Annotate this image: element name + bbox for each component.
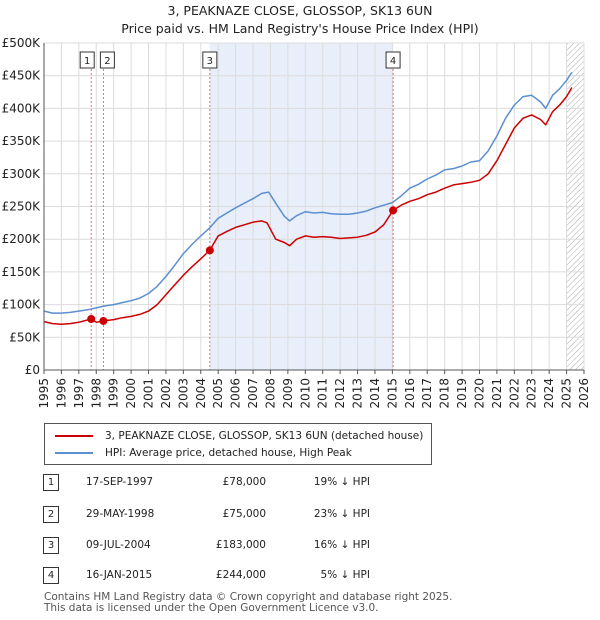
sale-point [389, 206, 398, 215]
x-tick-label: 2021 [490, 378, 504, 409]
x-tick-label: 2023 [525, 378, 539, 409]
chart-subtitle: Price paid vs. HM Land Registry's House … [121, 21, 479, 36]
sale-date: 29-MAY-1998 [86, 508, 155, 520]
x-tick-label: 2006 [229, 378, 243, 409]
x-tick-label: 2026 [577, 378, 591, 409]
sale-price: £244,000 [215, 569, 266, 581]
x-tick-label: 2002 [159, 378, 173, 409]
x-tick-label: 2013 [351, 378, 365, 409]
sale-point [87, 314, 96, 323]
x-tick-label: 2000 [124, 378, 138, 409]
footer-line-1: Contains HM Land Registry data © Crown c… [44, 591, 453, 603]
sale-number-badge: 1 [43, 474, 59, 491]
sale-point [205, 246, 214, 255]
sale-price: £183,000 [215, 539, 266, 551]
table-row: 2 29-MAY-1998 £75,000 23% ↓ HPI [0, 506, 600, 526]
footer-line-2: This data is licensed under the Open Gov… [44, 602, 379, 614]
y-tick-label: £400K [2, 101, 42, 115]
legend-label-hpi: HPI: Average price, detached house, High… [105, 447, 352, 459]
x-tick-label: 2018 [438, 378, 452, 409]
y-tick-label: £350K [2, 134, 42, 148]
sale-point [99, 316, 108, 325]
series-line-property [43, 87, 573, 325]
sale-label-number: 3 [207, 56, 213, 67]
legend-label-property: 3, PEAKNAZE CLOSE, GLOSSOP, SK13 6UN (de… [105, 430, 424, 442]
series-line-hpi [43, 71, 573, 314]
x-tick-label: 2017 [420, 378, 434, 409]
y-tick-label: £450K [2, 69, 42, 83]
legend-swatch-hpi [55, 452, 93, 454]
y-tick-label: £50K [9, 330, 41, 344]
sale-hpi-diff: 5% ↓ HPI [320, 569, 370, 581]
y-tick-label: £200K [2, 232, 42, 246]
x-tick-label: 2011 [316, 378, 330, 409]
table-row: 1 17-SEP-1997 £78,000 19% ↓ HPI [0, 474, 600, 494]
sale-price: £78,000 [222, 476, 266, 488]
x-tick-label: 1995 [37, 378, 51, 409]
sale-date: 09-JUL-2004 [86, 539, 151, 551]
y-tick-label: £300K [2, 167, 42, 181]
footer-attribution: Contains HM Land Registry data © Crown c… [44, 592, 452, 614]
x-tick-label: 1996 [54, 378, 68, 409]
x-tick-label: 2020 [472, 378, 486, 409]
sale-date: 17-SEP-1997 [86, 476, 154, 488]
table-row: 3 09-JUL-2004 £183,000 16% ↓ HPI [0, 537, 600, 557]
sale-label-number: 2 [104, 56, 110, 67]
chart-legend: 3, PEAKNAZE CLOSE, GLOSSOP, SK13 6UN (de… [44, 423, 432, 465]
x-tick-label: 1999 [107, 378, 121, 409]
sale-label-number: 4 [390, 56, 396, 67]
legend-item-hpi: HPI: Average price, detached house, High… [55, 445, 352, 461]
x-tick-label: 2022 [507, 378, 521, 409]
sale-label-number: 1 [84, 56, 90, 67]
x-tick-label: 2019 [455, 378, 469, 409]
sale-label-box [79, 51, 95, 69]
y-tick-label: £500K [2, 36, 42, 50]
sale-number-badge: 4 [43, 567, 59, 584]
x-tick-label: 1998 [89, 378, 103, 409]
sale-label-box [385, 51, 401, 69]
y-tick-label: £150K [2, 265, 42, 279]
x-tick-label: 2014 [368, 378, 382, 409]
legend-item-property: 3, PEAKNAZE CLOSE, GLOSSOP, SK13 6UN (de… [55, 428, 423, 444]
x-tick-label: 2015 [385, 378, 399, 409]
legend-swatch-property [55, 435, 93, 437]
sale-hpi-diff: 16% ↓ HPI [313, 539, 370, 551]
x-tick-label: 2016 [403, 378, 417, 409]
x-tick-label: 2005 [211, 378, 225, 409]
chart-title: 3, PEAKNAZE CLOSE, GLOSSOP, SK13 6UN [167, 3, 433, 18]
y-tick-label: £100K [2, 298, 42, 312]
sale-price: £75,000 [222, 508, 266, 520]
x-tick-label: 2010 [298, 378, 312, 409]
sale-number-badge: 3 [43, 537, 59, 554]
x-tick-label: 2003 [176, 378, 190, 409]
sale-date: 16-JAN-2015 [86, 569, 153, 581]
x-tick-label: 2007 [246, 378, 260, 409]
x-tick-label: 2024 [542, 378, 556, 409]
table-row: 4 16-JAN-2015 £244,000 5% ↓ HPI [0, 567, 600, 587]
x-tick-label: 1997 [72, 378, 86, 409]
x-tick-label: 2001 [142, 378, 156, 409]
x-tick-label: 2012 [333, 378, 347, 409]
x-tick-label: 2008 [263, 378, 277, 409]
sale-number-badge: 2 [43, 506, 59, 523]
y-tick-label: £250K [2, 200, 42, 214]
x-tick-label: 2009 [281, 378, 295, 409]
sale-label-box [202, 51, 218, 69]
sale-label-box [99, 51, 115, 69]
price-chart: 1 2 3 4 £0 £50K £100K £150K £200K £250K £300K £350… [2, 36, 591, 409]
y-tick-label: £0 [25, 363, 40, 377]
sale-hpi-diff: 19% ↓ HPI [313, 476, 370, 488]
sale-hpi-diff: 23% ↓ HPI [313, 508, 370, 520]
x-tick-label: 2004 [194, 378, 208, 409]
x-tick-label: 2025 [560, 378, 574, 409]
